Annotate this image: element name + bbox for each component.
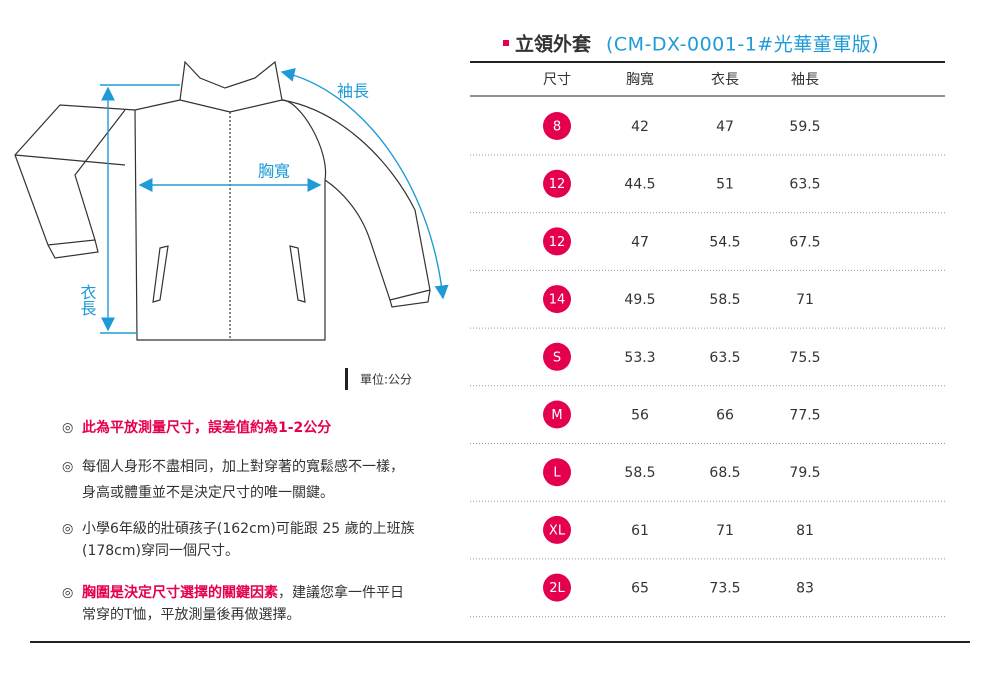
note-text: (178cm)穿同一個尺寸。 (82, 543, 239, 559)
sleeve-label: 袖長 (337, 82, 369, 101)
length-label: 衣長 (78, 284, 97, 316)
size-badge (543, 169, 571, 198)
note-line: 小學6年級的壯碩孩子(162cm)可能跟 25 歲的上班族 (82, 521, 415, 537)
size-badge (543, 515, 571, 544)
measurement: 53.3 (624, 350, 655, 366)
measurement: 67.5 (789, 234, 820, 250)
measurement: 81 (796, 523, 814, 539)
size-label: L (553, 466, 561, 481)
measurement: 47 (716, 119, 734, 135)
measurement: 83 (796, 581, 814, 597)
note-line: 胸圍是決定尺寸選擇的關鍵因素，建議您拿一件平日 (82, 584, 404, 601)
measurement: 44.5 (624, 177, 655, 193)
note-text: 胸圍是決定尺寸選擇的關鍵因素 (82, 584, 278, 601)
size-badge (543, 227, 571, 256)
measurement: 65 (631, 581, 649, 597)
measurement: 63.5 (709, 350, 740, 366)
unit-bar (345, 368, 348, 390)
note-text: ，建議您拿一件平日 (278, 584, 404, 601)
size-label: 12 (549, 177, 566, 192)
note-bullet: ◎ (62, 586, 73, 601)
size-label: 8 (553, 120, 561, 135)
column-header: 尺寸 (543, 72, 571, 88)
product-code: (CM-DX-0001-1#光華童軍版) (606, 34, 879, 56)
measurement: 49.5 (624, 292, 655, 308)
size-badge (543, 400, 571, 429)
note-bullet: ◎ (62, 460, 73, 475)
note-line: 常穿的T恤，平放測量後再做選擇。 (82, 607, 301, 623)
column-header: 胸寬 (626, 71, 654, 88)
size-label: XL (549, 523, 566, 538)
note-bullet: ◎ (62, 522, 73, 537)
measurement: 66 (716, 408, 734, 424)
size-table: 尺寸 胸寬 衣長 袖長 8 42 47 59.5 12 44.5 51 63.5 12 47 54.5 67.… (470, 71, 945, 618)
measurement: 61 (631, 523, 649, 539)
size-label: 12 (549, 235, 566, 250)
size-badge (543, 112, 571, 140)
note-line: 每個人身形不盡相同，加上對穿著的寬鬆感不一樣， (82, 458, 404, 475)
note-text: 此為平放測量尺寸，誤差值約為1-2公分 (82, 419, 331, 436)
measurement: 73.5 (709, 581, 740, 597)
measurement: 47 (631, 234, 649, 250)
measurement: 42 (631, 119, 649, 135)
measurement: 63.5 (789, 177, 820, 193)
size-label: 14 (549, 293, 566, 308)
measurement: 54.5 (709, 234, 740, 250)
measurement: 59.5 (789, 119, 820, 135)
note-text: 常穿的T恤，平放測量後再做選擇。 (82, 607, 301, 623)
size-badge (543, 285, 571, 314)
note-line: (178cm)穿同一個尺寸。 (82, 543, 239, 559)
note-text: 小學6年級的壯碩孩子(162cm)可能跟 25 歲的上班族 (82, 521, 415, 537)
measurement: 56 (631, 408, 649, 424)
sleeve-arrow (280, 68, 449, 300)
measurement: 58.5 (709, 292, 740, 308)
note-text: 身高或體重並不是決定尺寸的唯一關鍵。 (82, 484, 334, 501)
size-label: M (551, 408, 562, 423)
chest-label: 胸寬 (258, 162, 290, 181)
note-bullet: ◎ (62, 421, 73, 436)
measurement: 58.5 (624, 465, 655, 481)
column-header: 衣長 (711, 72, 739, 88)
size-badge (543, 458, 571, 487)
title: 立領外套 (515, 33, 592, 56)
column-header: 袖長 (791, 72, 819, 88)
size-label: 2L (549, 581, 565, 596)
size-label: S (553, 350, 561, 365)
measurement: 71 (796, 292, 814, 308)
unit-label: 單位:公分 (360, 372, 412, 387)
measurement: 77.5 (789, 408, 820, 424)
measurement: 75.5 (789, 350, 820, 366)
size-badge (543, 573, 571, 602)
measurement: 79.5 (789, 465, 820, 481)
measurement: 68.5 (709, 465, 740, 481)
size-badge (543, 342, 571, 371)
note-line: 身高或體重並不是決定尺寸的唯一關鍵。 (82, 484, 334, 501)
title-marker (503, 40, 509, 46)
measurement: 51 (716, 177, 734, 193)
note-text: 每個人身形不盡相同，加上對穿著的寬鬆感不一樣， (82, 458, 404, 475)
notes: ◎ 此為平放測量尺寸，誤差值約為1-2公分 ◎ 每個人身形不盡相同，加上對穿著的寬鬆感… (62, 419, 415, 623)
note-line: 此為平放測量尺寸，誤差值約為1-2公分 (82, 419, 331, 436)
measurement: 71 (716, 523, 734, 539)
